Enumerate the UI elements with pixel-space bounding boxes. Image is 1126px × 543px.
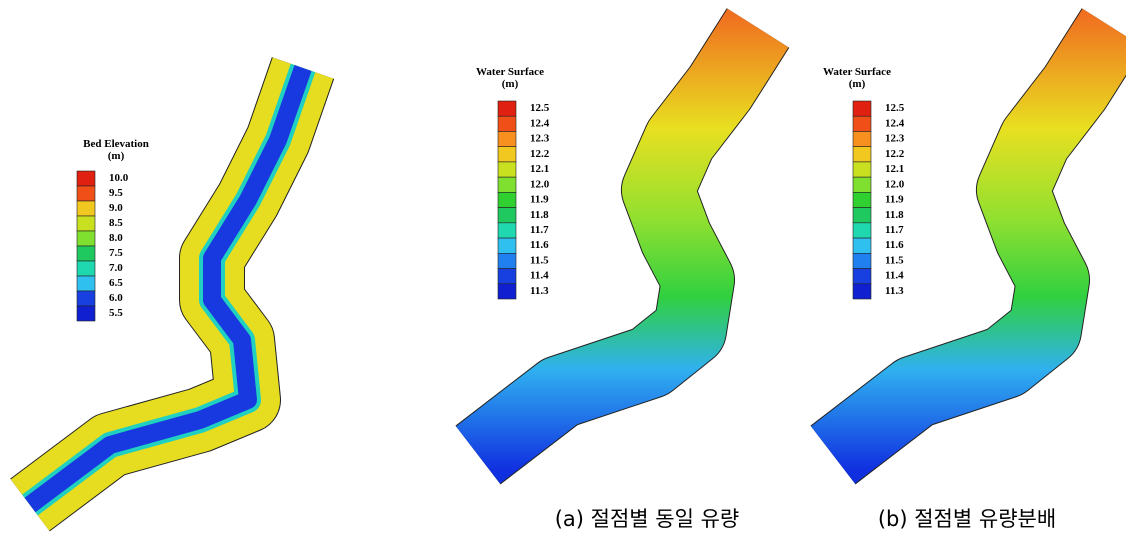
water-surface-map	[833, 28, 1113, 455]
legend-swatch	[498, 101, 516, 116]
legend-label: 6.0	[109, 292, 123, 304]
legend-swatch	[853, 192, 871, 207]
legend-swatch	[498, 177, 516, 192]
legend-label: 11.6	[885, 239, 904, 251]
legend-swatch	[853, 101, 871, 116]
caption: (b) 절점별 유량분배	[878, 507, 1056, 531]
legend-swatch	[853, 147, 871, 162]
legend-label: 11.9	[530, 194, 549, 206]
legend-label: 11.9	[885, 194, 904, 206]
legend-label: 11.4	[530, 270, 549, 282]
legend-swatch	[853, 269, 871, 284]
legend-swatch	[853, 177, 871, 192]
legend-title: Water Surface	[476, 66, 544, 78]
legend-label: 11.3	[885, 285, 904, 297]
legend-title: Bed Elevation	[83, 138, 149, 150]
legend-swatch	[77, 216, 95, 231]
legend-label: 12.5	[530, 102, 550, 114]
legend-swatch	[853, 238, 871, 253]
legend-label: 11.5	[885, 254, 904, 266]
legend-label: 7.5	[109, 247, 123, 259]
legend-swatch	[853, 284, 871, 299]
legend-label: 11.7	[885, 224, 904, 236]
legend-swatch	[77, 306, 95, 321]
legend-label: 12.3	[530, 133, 550, 145]
legend-swatch	[77, 276, 95, 291]
legend-label: 12.5	[885, 102, 905, 114]
legend-label: 5.5	[109, 307, 123, 319]
legend-label: 12.0	[885, 178, 905, 190]
legend-label: 9.0	[109, 202, 123, 214]
legend-swatch	[498, 208, 516, 223]
legend-swatch	[498, 147, 516, 162]
water-surface-map	[478, 28, 758, 455]
legend-swatch	[77, 246, 95, 261]
legend-label: 11.8	[530, 209, 549, 221]
legend-unit: (m)	[849, 78, 866, 90]
legend-swatch	[77, 231, 95, 246]
legend-label: 7.0	[109, 262, 123, 274]
legend-label: 11.8	[885, 209, 904, 221]
legend-label: 8.5	[109, 217, 123, 229]
legend-unit: (m)	[108, 150, 125, 162]
legend-label: 12.3	[885, 133, 905, 145]
legend-swatch	[498, 284, 516, 299]
legend-label: 11.5	[530, 254, 549, 266]
bed-map	[30, 68, 303, 505]
legend-swatch	[498, 238, 516, 253]
legend-label: 10.0	[109, 172, 129, 184]
legend-label: 12.0	[530, 178, 550, 190]
legend-swatch	[498, 223, 516, 238]
legend-swatch	[498, 253, 516, 268]
legend-swatch	[853, 223, 871, 238]
legend-swatch	[498, 131, 516, 146]
legend-label: 12.1	[885, 163, 904, 175]
legend-swatch	[77, 171, 95, 186]
figure: (a) 절점별 동일 유량 (b) 절점별 유량분배 Bed Elevation…	[0, 0, 1126, 543]
legend-swatch	[77, 201, 95, 216]
legend-title: Water Surface	[823, 66, 891, 78]
legend-swatch	[498, 269, 516, 284]
legend-label: 12.2	[885, 148, 905, 160]
legend-swatch	[498, 192, 516, 207]
legend-swatch	[853, 116, 871, 131]
legend-unit: (m)	[502, 78, 519, 90]
legend-swatch	[77, 291, 95, 306]
caption: (a) 절점별 동일 유량	[555, 507, 740, 531]
legend-label: 11.6	[530, 239, 549, 251]
legend-label: 12.4	[530, 117, 550, 129]
legend-label: 9.5	[109, 187, 123, 199]
legend-swatch	[853, 162, 871, 177]
legend-swatch	[498, 116, 516, 131]
legend-swatch	[853, 208, 871, 223]
legend-label: 12.4	[885, 117, 905, 129]
legend-label: 12.2	[530, 148, 550, 160]
legend-label: 11.4	[885, 270, 904, 282]
legend-label: 11.7	[530, 224, 549, 236]
legend-label: 6.5	[109, 277, 123, 289]
legend-swatch	[77, 261, 95, 276]
legend-label: 12.1	[530, 163, 549, 175]
legend-swatch	[853, 253, 871, 268]
legend-label: 8.0	[109, 232, 123, 244]
legend-label: 11.3	[530, 285, 549, 297]
legend-swatch	[498, 162, 516, 177]
legend-swatch	[853, 131, 871, 146]
legend-swatch	[77, 186, 95, 201]
